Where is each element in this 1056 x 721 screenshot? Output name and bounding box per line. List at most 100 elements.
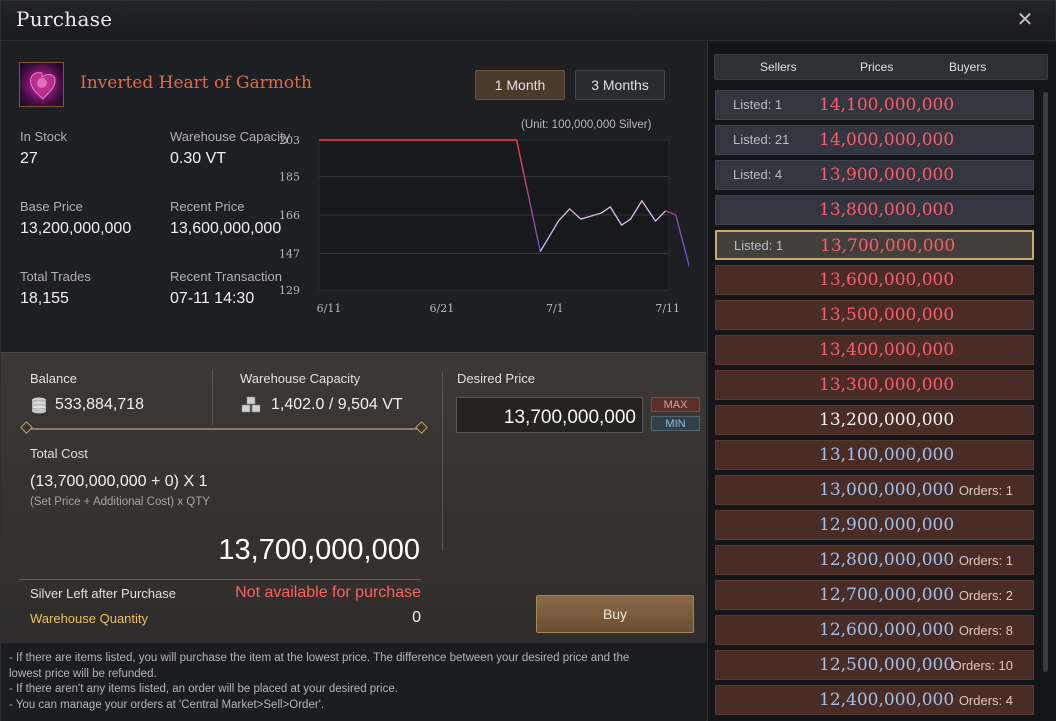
chart-x-tick-label: 6/11 [317, 302, 342, 315]
chart-series-highlight [539, 199, 666, 252]
in-stock-value: 27 [20, 150, 38, 167]
order-count: Orders: 4 [958, 693, 1013, 708]
silver-left-label: Silver Left after Purchase [30, 586, 176, 601]
order-row[interactable]: 12,600,000,000 Orders: 8 [715, 615, 1034, 645]
price-value: 13,400,000,000 [819, 340, 955, 360]
warehouse-capacity-value: 0.30 VT [170, 150, 227, 167]
balance-value: 533,884,718 [55, 396, 144, 413]
order-book-header: Sellers Prices Buyers [714, 54, 1048, 80]
order-row[interactable]: 13,000,000,000 Orders: 1 [715, 475, 1034, 505]
price-history-chart: 203 185 166 147 129 6/11 6/21 7/1 7/11 [279, 134, 689, 315]
tab-1-month[interactable]: 1 Month [475, 70, 565, 100]
order-book: Sellers Prices Buyers Listed: 1 14,100,00… [707, 42, 1056, 721]
recent-price-label: Recent Price [170, 199, 245, 214]
warehouse-capacity-purchase-value: 1,402.0 / 9,504 VT [271, 396, 403, 413]
order-row[interactable]: 12,900,000,000 [715, 510, 1034, 540]
listed-count: Listed: 1 [733, 97, 783, 112]
slider-left-knob[interactable] [20, 421, 33, 434]
item-heart-icon [19, 62, 64, 107]
prices-header: Prices [860, 60, 894, 74]
order-count: Orders: 2 [958, 588, 1013, 603]
chart-y-tick-label: 166 [279, 209, 300, 222]
order-count: Orders: 1 [958, 553, 1013, 568]
base-price-value: 13,200,000,000 [20, 220, 132, 237]
price-value: 13,000,000,000 [819, 480, 955, 500]
purchase-panel: Balance 533,884,718 Warehouse Capacity 1… [1, 352, 706, 642]
desired-price-label: Desired Price [457, 371, 536, 386]
price-value: 13,100,000,000 [819, 445, 955, 465]
note-line: lowest price will be refunded. [9, 667, 157, 680]
cost-formula-note: (Set Price + Additional Cost) x QTY [30, 496, 210, 508]
chart-y-tick-label: 203 [279, 134, 300, 147]
order-row[interactable]: 12,800,000,000 Orders: 1 [715, 545, 1034, 575]
warehouse-capacity-label: Warehouse Capacity [170, 129, 291, 144]
price-value: 13,500,000,000 [819, 305, 955, 325]
tab-3-months[interactable]: 3 Months [575, 70, 665, 100]
chart-y-tick-label: 129 [279, 284, 300, 297]
price-value: 13,300,000,000 [819, 375, 955, 395]
order-row[interactable]: Listed: 1 14,100,000,000 [715, 90, 1034, 120]
order-row[interactable]: 12,400,000,000 Orders: 4 [715, 685, 1034, 715]
order-row-selected[interactable]: Listed: 1 13,700,000,000 [715, 230, 1034, 260]
price-value: 13,200,000,000 [819, 410, 955, 430]
max-button[interactable]: MAX [651, 397, 700, 412]
base-price-label: Base Price [20, 199, 83, 214]
order-row[interactable]: 13,200,000,000 [715, 405, 1034, 435]
chart-x-ticks: 6/11 6/21 7/1 7/11 [317, 302, 680, 315]
warehouse-quantity-value: 0 [412, 609, 421, 626]
order-row[interactable]: Listed: 21 14,000,000,000 [715, 125, 1034, 155]
price-value: 12,500,000,000 [819, 655, 955, 675]
order-row[interactable]: Listed: 4 13,900,000,000 [715, 160, 1034, 190]
order-count: Orders: 1 [958, 483, 1013, 498]
total-cost-value: 13,700,000,000 [218, 534, 420, 566]
item-info-panel: Inverted Heart of Garmoth 1 Month 3 Mont… [1, 42, 706, 352]
chart-x-tick-label: 7/11 [655, 302, 680, 315]
total-trades-value: 18,155 [20, 290, 69, 307]
min-button[interactable]: MIN [651, 416, 700, 431]
order-row[interactable]: 13,500,000,000 [715, 300, 1034, 330]
slider-right-knob[interactable] [415, 421, 428, 434]
divider [442, 371, 443, 551]
price-value: 13,600,000,000 [819, 270, 955, 290]
chart-unit-note: (Unit: 100,000,000 Silver) [521, 119, 652, 131]
listed-count: Listed: 1 [734, 238, 784, 253]
silver-left-value: Not available for purchase [235, 584, 421, 601]
in-stock-label: In Stock [20, 129, 67, 144]
listed-count: Listed: 4 [733, 167, 783, 182]
order-book-scrollbar[interactable] [1043, 92, 1048, 672]
listed-count: Listed: 21 [733, 132, 790, 147]
buyers-header: Buyers [949, 60, 987, 74]
quantity-slider[interactable] [20, 421, 428, 434]
balance-label: Balance [30, 371, 77, 386]
chart-grid [319, 175, 669, 255]
window-title: Purchase [16, 7, 113, 31]
order-row[interactable]: 12,500,000,000 Orders: 10 [715, 650, 1034, 680]
desired-price-input[interactable] [456, 397, 643, 433]
price-value: 13,900,000,000 [819, 165, 955, 185]
recent-transaction-label: Recent Transaction [170, 269, 283, 284]
recent-transaction-value: 07-11 14:30 [170, 290, 255, 307]
price-value: 13,800,000,000 [819, 200, 955, 220]
order-row[interactable]: 13,800,000,000 [715, 195, 1034, 225]
chart-y-tick-label: 147 [279, 248, 300, 261]
chart-x-tick-label: 7/1 [546, 302, 564, 315]
price-value: 14,000,000,000 [819, 130, 955, 150]
close-icon[interactable]: ✕ [1016, 9, 1034, 31]
price-value: 12,700,000,000 [819, 585, 955, 605]
title-bar: Purchase ✕ [1, 1, 1055, 41]
recent-price-value: 13,600,000,000 [170, 220, 282, 237]
order-row[interactable]: 13,600,000,000 [715, 265, 1034, 295]
price-value: 13,700,000,000 [820, 236, 956, 256]
purchase-notes: - If there are items listed, you will pu… [1, 642, 706, 721]
order-row[interactable]: 13,300,000,000 [715, 370, 1034, 400]
buy-button[interactable]: Buy [536, 595, 694, 633]
price-value: 14,100,000,000 [819, 95, 955, 115]
chart-y-tick-label: 185 [279, 170, 300, 183]
order-row[interactable]: 13,100,000,000 [715, 440, 1034, 470]
order-row[interactable]: 12,700,000,000 Orders: 2 [715, 580, 1034, 610]
order-row[interactable]: 13,400,000,000 [715, 335, 1034, 365]
note-line: - If there are items listed, you will pu… [9, 652, 630, 664]
chart-y-ticks: 203 185 166 147 129 [279, 134, 300, 297]
price-value: 12,900,000,000 [819, 515, 955, 535]
